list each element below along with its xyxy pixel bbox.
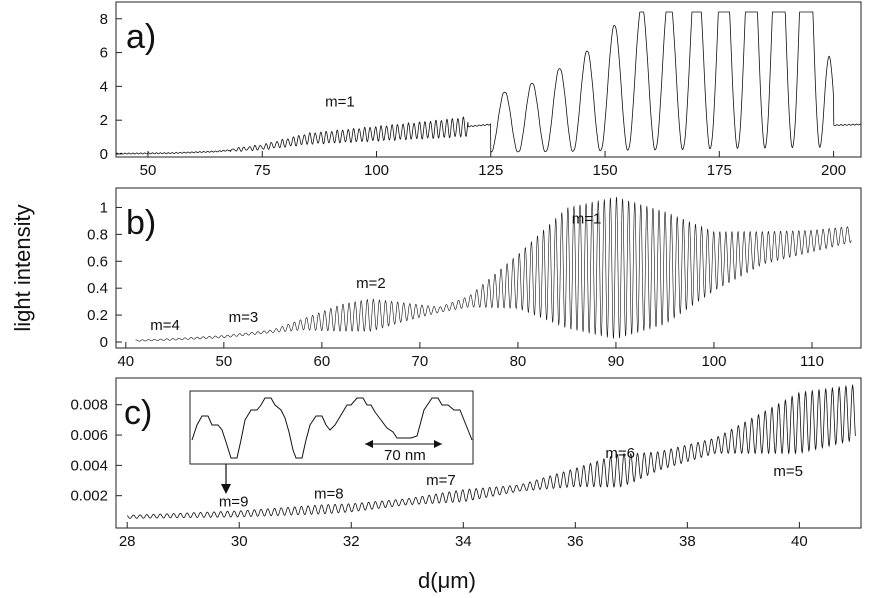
y-tick-label: 0.4	[87, 280, 108, 297]
inset-frame	[189, 390, 474, 465]
y-tick-label: 0.008	[70, 397, 108, 414]
x-tick-label: 40	[791, 533, 808, 550]
x-tick-label: 34	[455, 533, 472, 550]
mode-annotation: m=1	[572, 211, 602, 228]
inset-pointer-arrow	[221, 484, 231, 494]
y-tick-label: 4	[100, 78, 108, 95]
mode-annotation: m=5	[773, 463, 803, 480]
x-axis-label: d(μm)	[418, 568, 476, 593]
panel-b: 40 50 60 70 80 90 100 110 0 0.2 0.4 0.6 0.8 1 m=4 m=3 m=…	[87, 196, 852, 370]
x-tick-label: 60	[314, 353, 331, 370]
x-tick-label: 175	[707, 162, 732, 179]
series-line-c	[126, 384, 856, 519]
y-tick-label: 1	[100, 199, 108, 216]
x-tick-label: 50	[140, 162, 157, 179]
y-tick-label: 0.004	[70, 457, 108, 474]
x-tick-label: 32	[343, 533, 360, 550]
x-tick-label: 150	[593, 162, 618, 179]
x-tick-label: 75	[254, 162, 271, 179]
panel-c-frame	[115, 377, 862, 529]
mode-annotation: m=2	[356, 275, 386, 292]
inset-trace	[191, 397, 473, 459]
y-tick-label: 2	[100, 112, 108, 129]
series-line-b	[135, 196, 852, 342]
mode-annotation: m=4	[150, 317, 180, 334]
x-tick-label: 80	[510, 353, 527, 370]
inset-scale-label: 70 nm	[384, 447, 426, 464]
y-tick-label: 0.6	[87, 253, 108, 270]
panel-b-label: b)	[126, 204, 156, 242]
mode-annotation: m=8	[314, 486, 344, 503]
mode-annotation: m=6	[605, 445, 635, 462]
x-tick-label: 100	[364, 162, 389, 179]
mode-annotation: m=9	[219, 493, 249, 510]
y-tick-label: 6	[100, 45, 108, 62]
x-tick-label: 110	[800, 353, 824, 370]
x-tick-label: 50	[215, 353, 232, 370]
x-tick-label: 36	[567, 533, 584, 550]
panel-b-frame	[115, 187, 862, 349]
panel-a: 50 75 100 125 150 175 200 0 2 4 6 8 m=1	[100, 11, 862, 179]
x-tick-label: 100	[701, 353, 726, 370]
x-tick-label: 200	[821, 162, 846, 179]
x-tick-label: 90	[608, 353, 625, 370]
y-tick-label: 0.006	[70, 427, 108, 444]
x-tick-label: 70	[412, 353, 429, 370]
inset-arrow-left	[365, 440, 373, 448]
x-tick-label: 125	[478, 162, 503, 179]
panel-c-label: c)	[124, 394, 152, 432]
y-tick-label: 0.8	[87, 226, 108, 243]
mode-annotation: m=3	[229, 309, 259, 326]
inset-arrow-right	[434, 440, 442, 448]
x-tick-label: 28	[119, 533, 136, 550]
y-tick-label: 8	[100, 11, 108, 28]
panel-c: 28 30 32 34 36 38 40 0.002 0.004 0.006 0.008 m=9 m=8…	[70, 384, 856, 550]
inset: 70 nm	[189, 390, 474, 494]
y-tick-label: 0	[100, 146, 108, 163]
y-axis-label: light intensity	[10, 204, 35, 331]
x-tick-label: 40	[117, 353, 134, 370]
y-tick-label: 0	[100, 334, 108, 351]
y-tick-label: 0.2	[87, 307, 108, 324]
x-tick-label: 30	[231, 533, 248, 550]
panel-a-label: a)	[126, 18, 156, 56]
mode-annotation: m=7	[426, 472, 456, 489]
y-tick-label: 0.002	[70, 488, 108, 505]
x-tick-label: 38	[679, 533, 696, 550]
series-line-a	[115, 11, 862, 155]
mode-annotation: m=1	[325, 94, 355, 111]
panel-a-frame	[115, 1, 862, 158]
